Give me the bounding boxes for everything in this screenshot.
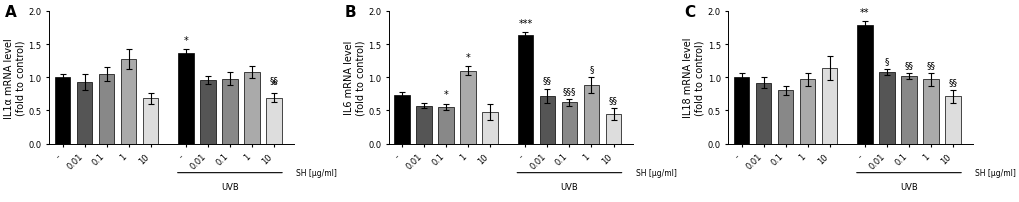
Text: C: C [684, 5, 695, 20]
Text: ***: *** [518, 18, 532, 28]
Text: §§: §§ [948, 78, 957, 86]
Y-axis label: IL6 mRNA level
(fold to control): IL6 mRNA level (fold to control) [343, 40, 365, 115]
Bar [583, 86, 598, 144]
Bar [945, 97, 960, 144]
Text: §: § [589, 65, 593, 74]
Bar [539, 96, 554, 144]
Bar [777, 91, 793, 144]
Text: SH [μg/ml]: SH [μg/ml] [974, 168, 1015, 177]
Text: SH [μg/ml]: SH [μg/ml] [635, 168, 676, 177]
Bar [799, 80, 814, 144]
Text: §§: §§ [904, 60, 913, 69]
Text: UVB: UVB [221, 182, 238, 191]
Bar [755, 83, 770, 144]
Text: UVB: UVB [560, 182, 578, 191]
Text: **: ** [859, 8, 869, 18]
Bar [438, 107, 453, 144]
Bar [901, 77, 916, 144]
Bar [99, 75, 114, 144]
Bar [394, 96, 410, 144]
Bar [200, 80, 215, 144]
Bar [222, 79, 237, 144]
Text: §§: §§ [608, 96, 618, 105]
Text: §§: §§ [269, 76, 278, 84]
Bar [878, 73, 894, 144]
Bar [55, 78, 70, 144]
Text: UVB: UVB [899, 182, 917, 191]
Y-axis label: IL1α mRNA level
(fold to control): IL1α mRNA level (fold to control) [4, 38, 25, 118]
Text: *: * [183, 36, 189, 46]
Bar [922, 80, 937, 144]
Text: *: * [271, 80, 276, 90]
Bar [561, 103, 577, 144]
Bar [460, 71, 476, 144]
Bar [733, 78, 749, 144]
Bar [605, 115, 621, 144]
Bar [518, 36, 533, 144]
Bar [821, 69, 837, 144]
Bar [244, 73, 260, 144]
Text: A: A [5, 5, 17, 20]
Text: §§: §§ [542, 76, 551, 84]
Bar [266, 98, 281, 144]
Bar [856, 26, 872, 144]
Bar [76, 82, 92, 144]
Y-axis label: IL18 mRNA level
(fold to control): IL18 mRNA level (fold to control) [683, 38, 704, 118]
Bar [178, 54, 194, 144]
Text: §: § [883, 56, 889, 65]
Text: SH [μg/ml]: SH [μg/ml] [296, 168, 336, 177]
Bar [121, 60, 137, 144]
Text: B: B [344, 5, 356, 20]
Text: §§§: §§§ [562, 87, 576, 96]
Bar [482, 112, 497, 144]
Text: *: * [443, 90, 448, 100]
Text: *: * [466, 53, 470, 63]
Bar [416, 106, 431, 144]
Text: §§: §§ [925, 60, 934, 69]
Bar [143, 99, 158, 144]
